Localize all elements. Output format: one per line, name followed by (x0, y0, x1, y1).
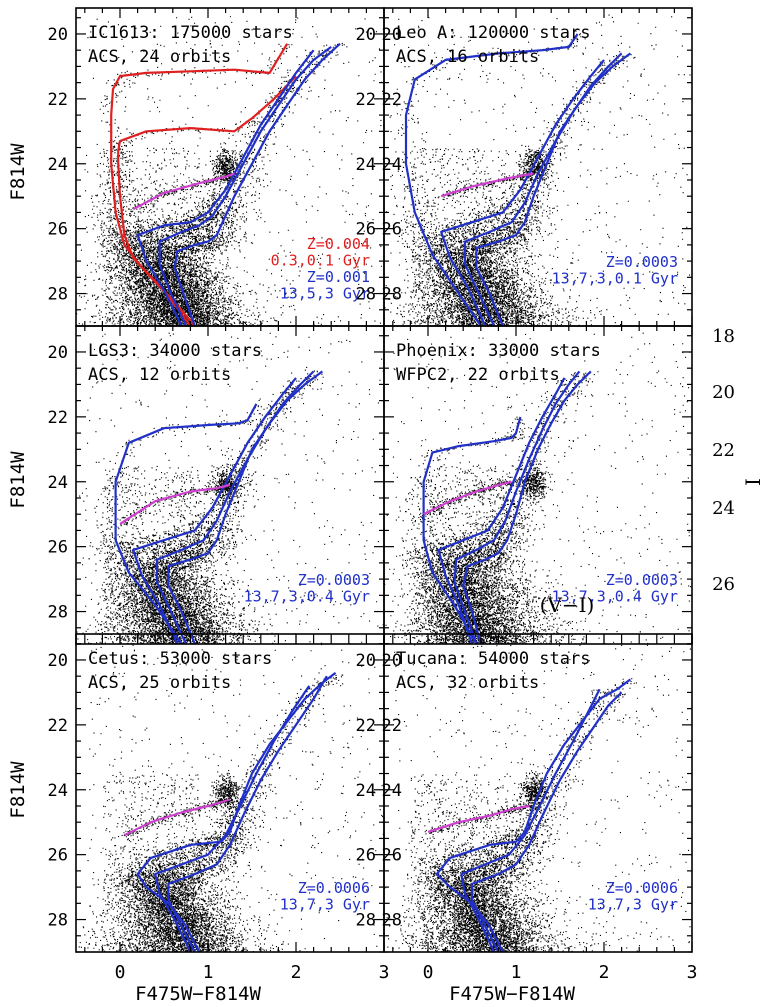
y-tick-label: 26 (48, 538, 68, 558)
x-axis-label-left: F475W−F814W (135, 983, 261, 1005)
y-tick-label: 28 (48, 911, 68, 931)
panel-title: LGS3: 34000 stars (88, 341, 262, 361)
y-tick-label: 24 (356, 155, 376, 175)
y-tick-label: 20 (48, 25, 68, 45)
isochrone-annotation: Z=0.0006 (606, 879, 678, 897)
inset-tick-label: 18 (712, 326, 735, 347)
x-tick-label: 2 (291, 962, 302, 983)
isochrone-annotation: 13,7,3,0.4 Gyr (244, 588, 370, 606)
y-tick-label: 28 (382, 911, 402, 931)
y-tick-label: 26 (48, 220, 68, 240)
y-tick-label: 20 (356, 25, 376, 45)
y-tick-label: 24 (382, 781, 402, 801)
x-axis-label-right: F475W−F814W (449, 983, 575, 1005)
y-tick-label: 28 (48, 285, 68, 305)
panel-title: Leo A: 120000 stars (396, 23, 590, 43)
x-tick-label: 0 (423, 962, 434, 983)
y-tick-label: 24 (382, 155, 402, 175)
panel-title: Tucana: 54000 stars (396, 649, 590, 669)
y-axis-label-middle: F814W (7, 451, 29, 509)
y-axis-label-bottom: F814W (7, 761, 29, 819)
panel-subtitle: ACS, 12 orbits (88, 365, 231, 385)
y-tick-label: 20 (48, 651, 68, 671)
x-tick-label: 0 (115, 962, 126, 983)
y-tick-label: 22 (356, 90, 376, 110)
y-tick-label: 26 (382, 846, 402, 866)
y-tick-label: 26 (48, 846, 68, 866)
isochrone-annotation: Z=0.0003 (606, 253, 678, 271)
panel-phoenix: Phoenix: 33000 stars WFPC2, 22 orbits Z=0.… (366, 326, 693, 665)
y-tick-label: 22 (48, 90, 68, 110)
inset-tick-label: 22 (712, 440, 735, 461)
isochrone-annotation: Z=0.0006 (298, 879, 370, 897)
y-tick-label: 24 (48, 155, 68, 175)
x-tick-label: 1 (511, 962, 522, 983)
x-tick-label: 1 (203, 962, 214, 983)
y-tick-label: 22 (356, 716, 376, 736)
y-tick-label: 22 (382, 90, 402, 110)
inset-tick-label: 24 (712, 498, 735, 519)
isochrone-annotation: Z=0.0003 (298, 571, 370, 589)
inset-y-axis-label: I (741, 478, 765, 486)
panel-ic1613: 20 22 24 26 28 IC1613: 175000 stars ACS, 24 or… (48, 8, 385, 347)
y-tick-label: 24 (48, 781, 68, 801)
inset-tick-label: 20 (712, 382, 735, 403)
y-tick-label: 20 (356, 651, 376, 671)
y-tick-label: 28 (356, 911, 376, 931)
panel-subtitle: WFPC2, 22 orbits (396, 365, 560, 385)
panel-subtitle: ACS, 24 orbits (88, 47, 231, 67)
y-tick-label: 28 (382, 285, 402, 305)
y-axis-label-top: F814W (7, 143, 29, 201)
panel-title: Phoenix: 33000 stars (396, 341, 601, 361)
y-tick-label: 22 (48, 408, 68, 428)
isochrone-annotation: 13,7,3,0.1 Gyr (552, 270, 678, 288)
panel-subtitle: ACS, 25 orbits (88, 673, 231, 693)
isochrone-annotation: 0.3,0.1 Gyr (271, 252, 370, 270)
inset-x-axis-label: (V−I) (540, 593, 595, 617)
y-tick-label: 28 (48, 603, 68, 623)
panel-subtitle: ACS, 16 orbits (396, 47, 539, 67)
x-tick-label: 3 (379, 962, 390, 983)
inset-tick-label: 26 (712, 574, 735, 595)
isochrone-hb (441, 174, 533, 197)
y-tick-label: 26 (356, 220, 376, 240)
isochrone-annotation: 13,7,3 Gyr (588, 896, 678, 914)
panel-title: IC1613: 175000 stars (88, 23, 293, 43)
isochrone-annotation: Z=0.001 (307, 268, 370, 286)
y-tick-label: 20 (48, 343, 68, 363)
inset-axis-ticks: 18 20 22 24 26 (712, 326, 735, 595)
y-tick-label: 24 (356, 781, 376, 801)
isochrone-annotation: Z=0.0003 (606, 571, 678, 589)
x-tick-label: 3 (687, 962, 698, 983)
y-tick-label: 22 (48, 716, 68, 736)
y-tick-label: 28 (356, 285, 376, 305)
panel-title: Cetus: 53000 stars (88, 649, 272, 669)
y-tick-label: 22 (382, 716, 402, 736)
x-tick-label: 2 (599, 962, 610, 983)
panel-lgs3: 20 22 24 26 28 LGS3: 34000 stars ACS, 12 orbit… (48, 326, 385, 663)
isochrone-hb (124, 800, 230, 836)
y-tick-label: 26 (356, 846, 376, 866)
panel-subtitle: ACS, 32 orbits (396, 673, 539, 693)
y-tick-label: 26 (382, 220, 402, 240)
panel-cetus: 20 22 24 26 28 0 1 2 3 Cetus: 53000 stars ACS, 25 … (44, 634, 390, 983)
y-tick-label: 24 (48, 473, 68, 493)
